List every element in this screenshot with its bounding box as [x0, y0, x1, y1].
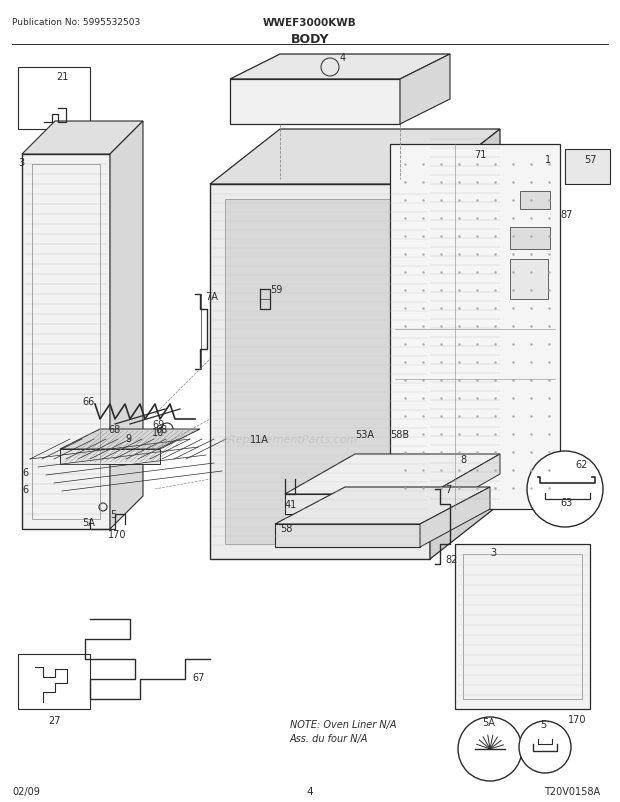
Text: 4: 4 — [340, 53, 346, 63]
Text: 62: 62 — [575, 460, 587, 469]
Text: 1: 1 — [545, 155, 551, 164]
Polygon shape — [22, 155, 110, 529]
Text: 9: 9 — [125, 433, 131, 444]
Text: 58: 58 — [280, 524, 293, 533]
Polygon shape — [390, 145, 560, 509]
Polygon shape — [22, 122, 143, 155]
Text: 63: 63 — [560, 497, 572, 508]
Text: 7A: 7A — [205, 292, 218, 302]
Text: 6: 6 — [22, 484, 28, 494]
Text: 5A: 5A — [82, 517, 95, 528]
Text: 71: 71 — [474, 150, 486, 160]
FancyBboxPatch shape — [18, 654, 90, 709]
Polygon shape — [285, 480, 415, 545]
Polygon shape — [285, 455, 500, 494]
Text: 41: 41 — [285, 500, 297, 509]
Text: 57: 57 — [584, 155, 596, 164]
Polygon shape — [430, 130, 500, 559]
Text: 66: 66 — [82, 396, 94, 407]
FancyBboxPatch shape — [510, 260, 548, 300]
Text: 11A: 11A — [250, 435, 269, 444]
Text: T20V0158A: T20V0158A — [544, 786, 600, 796]
Polygon shape — [230, 80, 400, 125]
Text: 4: 4 — [307, 786, 313, 796]
FancyBboxPatch shape — [510, 228, 550, 249]
Circle shape — [161, 423, 173, 435]
Polygon shape — [455, 545, 590, 709]
Polygon shape — [275, 488, 490, 525]
Polygon shape — [275, 525, 420, 547]
Polygon shape — [430, 455, 500, 514]
Text: 3: 3 — [18, 158, 24, 168]
Text: Ass. du four N/A: Ass. du four N/A — [290, 733, 368, 743]
Polygon shape — [60, 449, 160, 464]
Polygon shape — [225, 200, 415, 545]
Polygon shape — [285, 494, 430, 514]
Polygon shape — [230, 55, 450, 80]
Circle shape — [519, 721, 571, 773]
Text: 68: 68 — [108, 424, 120, 435]
Text: WWEF3000KWB: WWEF3000KWB — [263, 18, 357, 28]
Circle shape — [527, 452, 603, 528]
Polygon shape — [420, 488, 490, 547]
Text: 21: 21 — [56, 72, 68, 82]
Polygon shape — [400, 55, 450, 125]
Text: 27: 27 — [48, 715, 60, 725]
Text: BODY: BODY — [291, 33, 329, 46]
FancyBboxPatch shape — [520, 192, 550, 210]
Text: 5A: 5A — [482, 717, 495, 727]
Text: 69: 69 — [152, 419, 164, 429]
Text: 10: 10 — [152, 427, 164, 437]
Text: 53A: 53A — [355, 429, 374, 439]
Text: NOTE: Oven Liner N/A: NOTE: Oven Liner N/A — [290, 719, 397, 729]
FancyBboxPatch shape — [18, 68, 90, 130]
Text: Publication No: 5995532503: Publication No: 5995532503 — [12, 18, 140, 27]
Text: 5: 5 — [110, 509, 117, 520]
Text: 59: 59 — [270, 285, 282, 294]
Polygon shape — [210, 130, 500, 184]
Polygon shape — [60, 429, 200, 449]
Text: 170: 170 — [568, 714, 587, 724]
Text: 5: 5 — [540, 719, 546, 729]
Polygon shape — [210, 184, 430, 559]
Text: 170: 170 — [108, 529, 126, 539]
Text: 82: 82 — [445, 554, 458, 565]
Text: 87: 87 — [560, 210, 572, 220]
Text: 68: 68 — [155, 424, 167, 435]
Text: 67: 67 — [192, 672, 205, 683]
FancyBboxPatch shape — [565, 150, 610, 184]
Text: 58B: 58B — [390, 429, 409, 439]
Polygon shape — [110, 122, 143, 529]
Circle shape — [458, 717, 522, 781]
Text: 3: 3 — [490, 547, 496, 557]
Text: eReplacementParts.com: eReplacementParts.com — [222, 435, 358, 444]
Text: 6: 6 — [22, 468, 28, 477]
Text: 7: 7 — [445, 484, 451, 494]
Text: 02/09: 02/09 — [12, 786, 40, 796]
Text: 8: 8 — [460, 455, 466, 464]
